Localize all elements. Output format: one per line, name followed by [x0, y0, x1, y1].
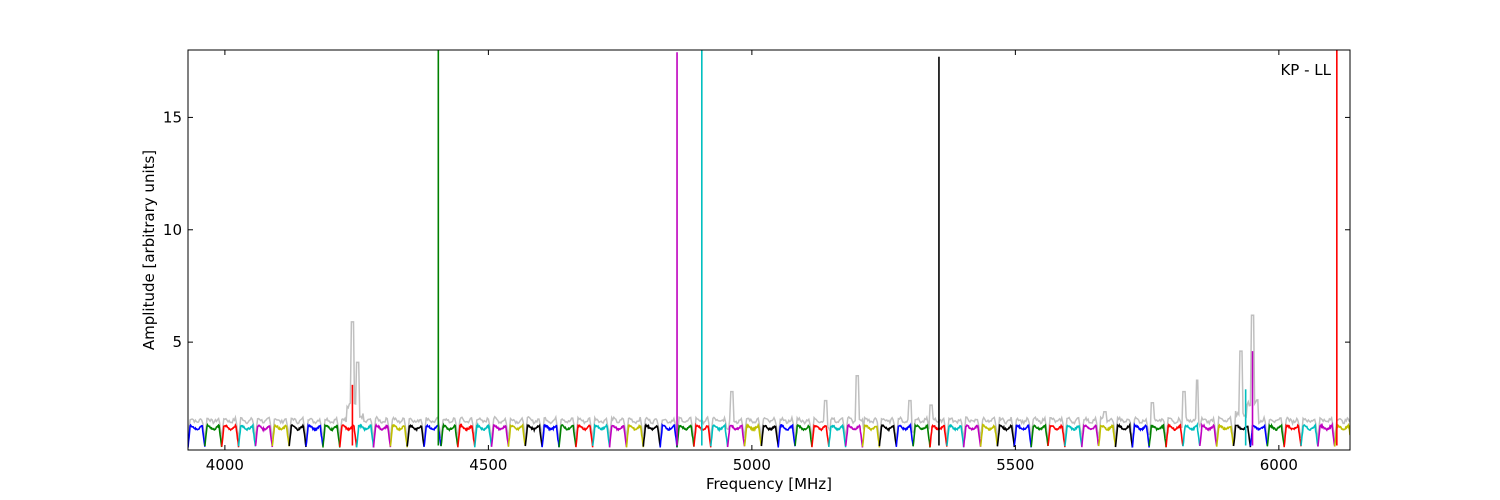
channel-line [1148, 423, 1167, 448]
channel-line [710, 422, 729, 447]
channel-line [1317, 421, 1336, 447]
channel-line [389, 424, 408, 448]
channel-line [659, 423, 678, 448]
channel-line [828, 423, 847, 448]
channel-line [642, 423, 661, 447]
channel-line [271, 423, 290, 447]
channel-line [457, 423, 476, 448]
x-tick-label: 5500 [996, 456, 1034, 474]
channel-line [743, 422, 763, 447]
plot-area [188, 50, 1350, 448]
channel-line [1199, 422, 1218, 447]
channel-line [507, 423, 527, 447]
channel-line [591, 423, 611, 447]
channel-line [220, 423, 240, 448]
channel-line [558, 423, 577, 448]
x-tick-label: 5000 [733, 456, 771, 474]
channel-line [844, 423, 864, 448]
channel-line [912, 422, 931, 448]
channel-line [962, 424, 982, 448]
channel-line [305, 422, 324, 447]
y-axis-label: Amplitude [arbitrary units] [140, 150, 158, 350]
channel-line [440, 422, 459, 447]
channel-line [1215, 423, 1235, 447]
channel-line [1097, 424, 1117, 447]
axes-frame [187, 49, 1351, 451]
ticks: 4000 4500 5000 5500 6000 5 10 15 [163, 50, 1350, 474]
channel-line [625, 423, 645, 448]
channel-line [996, 423, 1016, 448]
channel-line [726, 424, 746, 448]
channel-line [524, 423, 543, 447]
channel-line [794, 423, 813, 447]
background-trace [188, 314, 1350, 441]
y-tick-label: 10 [163, 221, 182, 239]
channel-line [473, 422, 493, 448]
channel-line [1232, 424, 1252, 448]
x-axis-label: Frequency [MHz] [706, 475, 832, 493]
channel-line [355, 423, 375, 448]
channel-line [288, 423, 307, 448]
channel-line [861, 424, 881, 448]
chart-annotation: KP - LL [1280, 61, 1331, 79]
channel-line [676, 424, 695, 448]
channel-line [1182, 421, 1201, 447]
channel-line [339, 424, 358, 448]
channel-line [1131, 422, 1150, 448]
channel-line [608, 424, 628, 448]
channel-line [1064, 424, 1083, 447]
channel-line [1047, 423, 1066, 448]
y-tick-label: 15 [163, 108, 182, 126]
channel-line [188, 423, 206, 448]
x-tick-label: 4500 [469, 456, 507, 474]
x-tick-label: 6000 [1260, 456, 1298, 474]
channel-line [760, 424, 779, 447]
channel-line [946, 423, 965, 448]
x-tick-label: 4000 [206, 456, 244, 474]
channel-line [254, 424, 274, 448]
channel-line [1030, 423, 1049, 448]
channel-line [541, 423, 560, 448]
channel-line [1081, 423, 1100, 448]
channel-line [979, 423, 999, 447]
channel-line [878, 423, 898, 447]
y-tick-label: 5 [172, 333, 182, 351]
channel-line [1283, 423, 1302, 448]
channel-line [1165, 423, 1184, 448]
channel-line [1266, 422, 1285, 447]
channel-line [406, 423, 425, 447]
channel-line [1300, 423, 1319, 447]
channel-line [490, 424, 510, 447]
channel-line [1013, 423, 1032, 448]
channel-line [237, 422, 257, 447]
channel-line [204, 422, 223, 448]
channel-line [575, 423, 594, 448]
channel-line [811, 424, 830, 448]
channel-line [777, 423, 796, 448]
channel-line [372, 422, 392, 448]
channel-line [1114, 422, 1134, 448]
channel-line [322, 423, 341, 448]
channel-line [895, 422, 914, 447]
